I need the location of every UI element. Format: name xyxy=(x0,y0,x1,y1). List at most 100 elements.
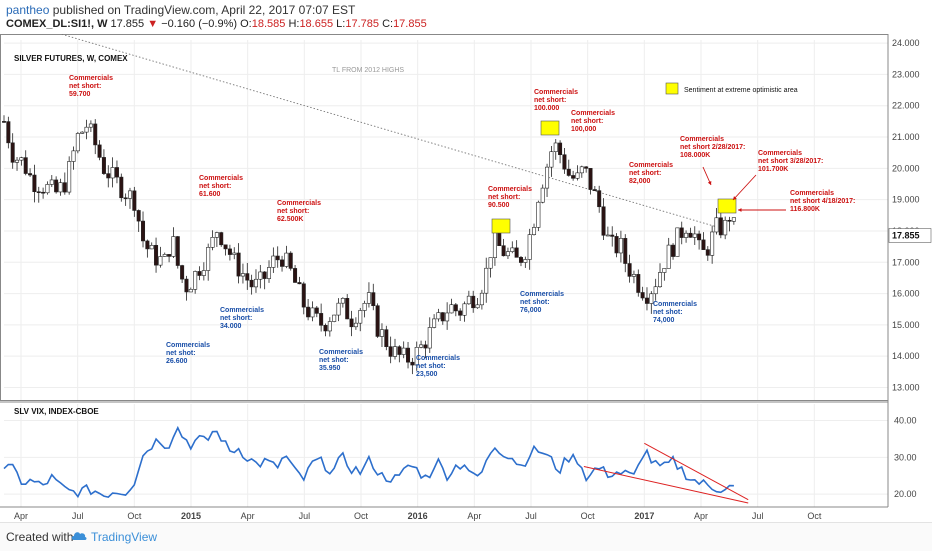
candle-body xyxy=(319,313,324,326)
candle-body xyxy=(23,157,28,174)
candle xyxy=(323,323,328,337)
candle xyxy=(631,270,636,284)
candle-body xyxy=(601,206,606,236)
candle-body xyxy=(262,271,267,279)
high-value: 18.655 xyxy=(299,18,334,30)
candle xyxy=(440,312,445,325)
candle xyxy=(45,181,50,195)
annotation-line: 62.500K xyxy=(277,216,303,223)
time-axis-tick-label: Apr xyxy=(241,511,255,521)
candle xyxy=(15,157,20,171)
candle-body xyxy=(84,126,89,133)
candle-body xyxy=(327,321,332,332)
annotation-label: Commercials net short: 61.600 xyxy=(199,175,243,198)
candle xyxy=(258,264,263,289)
candle-body xyxy=(640,292,645,299)
candle-body xyxy=(618,238,623,254)
annotation-line: 23,500 xyxy=(416,371,438,378)
candle-body xyxy=(275,255,280,261)
annotation-arrow xyxy=(738,208,786,212)
candle-body xyxy=(549,151,554,168)
candle xyxy=(644,287,649,311)
candle-body xyxy=(15,159,20,163)
sentiment-highlight-box xyxy=(717,198,737,214)
candle-body xyxy=(605,234,610,237)
candle xyxy=(275,246,280,268)
candle-body xyxy=(545,166,550,189)
candle xyxy=(101,149,106,176)
candle xyxy=(145,239,150,258)
candle-body xyxy=(397,346,402,355)
candle-body xyxy=(636,274,641,293)
last-price-tag-label: 17.855 xyxy=(892,230,920,240)
candle xyxy=(345,294,350,320)
candle-body xyxy=(36,191,41,194)
candle xyxy=(154,237,159,273)
last-price-tag xyxy=(888,228,932,243)
last-price: 17.855 xyxy=(110,18,145,30)
candle xyxy=(362,300,367,318)
time-axis-tick-label: 2016 xyxy=(408,511,428,521)
annotation-line: 82,000 xyxy=(629,178,651,185)
candle-body xyxy=(301,283,306,308)
candle-body xyxy=(158,256,163,266)
candle-body xyxy=(388,346,393,357)
annotation-label: Commercials net short: 82,000 xyxy=(629,162,673,185)
chart-canvas[interactable]: 13.00014.00015.00016.00017.00018.00019.0… xyxy=(0,34,932,522)
candle-body xyxy=(392,346,397,357)
annotation-line: Commercials xyxy=(534,89,578,96)
candle-body xyxy=(323,325,328,332)
candle xyxy=(610,226,615,247)
annotation-line: net short: xyxy=(69,83,101,90)
candle-body xyxy=(458,310,463,316)
candle-body xyxy=(597,190,602,208)
candle xyxy=(175,235,180,269)
candle-body xyxy=(592,189,597,191)
legend-swatch xyxy=(665,82,679,95)
candle xyxy=(249,274,254,295)
candle-body xyxy=(692,233,697,238)
candle-body xyxy=(410,361,415,366)
candle-body xyxy=(662,268,667,273)
candle xyxy=(718,210,723,239)
candle xyxy=(545,163,550,198)
annotation-label: Commercials net short: 62.500K xyxy=(277,200,321,223)
candle-body xyxy=(727,219,732,222)
candle xyxy=(23,150,28,176)
annotation-line: 100.000 xyxy=(534,105,559,112)
candle-body xyxy=(271,255,276,268)
candle xyxy=(558,140,563,164)
author-link[interactable]: pantheo xyxy=(6,3,50,17)
candle-body xyxy=(71,150,76,162)
price-axis-tick-label: 16.000 xyxy=(892,289,920,299)
price-axis-tick-label: 15.000 xyxy=(892,320,920,330)
candle xyxy=(597,185,602,213)
annotation-line: Commercials xyxy=(199,175,243,182)
candle-body xyxy=(610,234,615,237)
candle xyxy=(288,251,293,271)
candle xyxy=(149,242,154,250)
candle-body xyxy=(514,247,519,258)
candle-body xyxy=(336,302,341,316)
candle-body xyxy=(45,184,50,194)
candle-body xyxy=(28,173,33,176)
candle-body xyxy=(401,347,406,355)
price-axis-tick-label: 23.000 xyxy=(892,69,920,79)
annotation-arrow xyxy=(702,166,712,186)
candle xyxy=(1,115,7,123)
candle-body xyxy=(540,187,545,203)
tradingview-brand-link[interactable]: TradingView xyxy=(91,530,158,544)
candle xyxy=(358,307,363,332)
candle-body xyxy=(253,278,258,288)
candle-body xyxy=(214,232,219,238)
annotation-line: net short 3/28/2017: xyxy=(758,158,823,165)
candle-body xyxy=(123,197,128,200)
candle-body xyxy=(267,267,272,279)
annotation-line: 116.800K xyxy=(790,206,820,213)
candle-body xyxy=(475,304,480,309)
candle-body xyxy=(419,344,424,348)
candle-body xyxy=(223,244,228,250)
annotation-line: Commercials xyxy=(319,349,363,356)
candle xyxy=(141,211,146,248)
candle-body xyxy=(49,179,54,185)
